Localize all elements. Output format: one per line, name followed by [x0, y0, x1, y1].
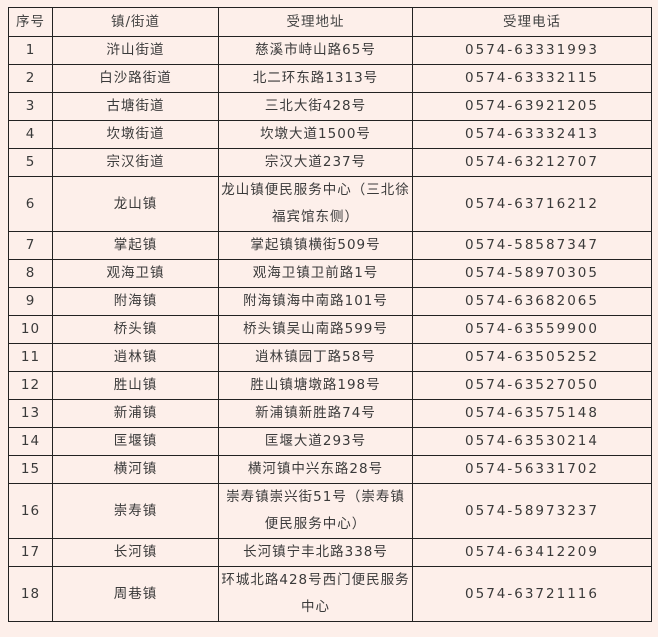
phone-cell: 0574-56331702 [412, 455, 652, 484]
town-cell: 崇寿镇 [52, 483, 219, 539]
row-number: 10 [8, 315, 53, 344]
town-cell: 古塘街道 [52, 92, 219, 121]
table-row: 12 胜山镇 胜山镇塘墩路198号 0574-63527050 [8, 371, 652, 400]
table-row: 2 白沙路街道 北二环东路1313号 0574-63332115 [8, 64, 652, 93]
town-cell: 胜山镇 [52, 371, 219, 400]
phone-cell: 0574-58587347 [412, 231, 652, 260]
address-cell: 匡堰大道293号 [218, 427, 413, 456]
phone-cell: 0574-63212707 [412, 148, 652, 177]
address-cell: 慈溪市峙山路65号 [218, 36, 413, 65]
address-cell: 坎墩大道1500号 [218, 120, 413, 149]
row-number: 1 [8, 36, 53, 65]
table-row: 1 浒山街道 慈溪市峙山路65号 0574-63331993 [8, 36, 652, 65]
address-cell: 北二环东路1313号 [218, 64, 413, 93]
address-cell: 观海卫镇卫前路1号 [218, 259, 413, 288]
table-row: 15 横河镇 横河镇中兴东路28号 0574-56331702 [8, 455, 652, 484]
table-row: 6 龙山镇 龙山镇便民服务中心（三北徐福宾馆东侧） 0574-63716212 [8, 176, 652, 232]
table-row: 17 长河镇 长河镇宁丰北路338号 0574-63412209 [8, 538, 652, 567]
header-town: 镇/街道 [52, 7, 219, 37]
address-cell: 掌起镇镇横街509号 [218, 231, 413, 260]
town-cell: 桥头镇 [52, 315, 219, 344]
address-cell: 长河镇宁丰北路338号 [218, 538, 413, 567]
table-row: 16 崇寿镇 崇寿镇崇兴街51号（崇寿镇便民服务中心） 0574-58973237 [8, 483, 652, 539]
phone-cell: 0574-63527050 [412, 371, 652, 400]
phone-cell: 0574-63332115 [412, 64, 652, 93]
phone-cell: 0574-63331993 [412, 36, 652, 65]
address-cell: 崇寿镇崇兴街51号（崇寿镇便民服务中心） [218, 483, 413, 539]
address-cell: 附海镇海中南路101号 [218, 287, 413, 316]
row-number: 3 [8, 92, 53, 121]
row-number: 5 [8, 148, 53, 177]
phone-cell: 0574-58973237 [412, 483, 652, 539]
table-row: 14 匡堰镇 匡堰大道293号 0574-63530214 [8, 427, 652, 456]
row-number: 9 [8, 287, 53, 316]
town-cell: 宗汉街道 [52, 148, 219, 177]
phone-cell: 0574-63412209 [412, 538, 652, 567]
header-phone: 受理电话 [412, 7, 652, 37]
address-cell: 龙山镇便民服务中心（三北徐福宾馆东侧） [218, 176, 413, 232]
row-number: 17 [8, 538, 53, 567]
town-cell: 浒山街道 [52, 36, 219, 65]
address-cell: 新浦镇新胜路74号 [218, 399, 413, 428]
town-cell: 长河镇 [52, 538, 219, 567]
town-cell: 附海镇 [52, 287, 219, 316]
row-number: 18 [8, 566, 53, 622]
address-cell: 逍林镇园丁路58号 [218, 343, 413, 372]
table-row: 13 新浦镇 新浦镇新胜路74号 0574-63575148 [8, 399, 652, 428]
town-cell: 新浦镇 [52, 399, 219, 428]
phone-cell: 0574-63575148 [412, 399, 652, 428]
row-number: 16 [8, 483, 53, 539]
table-row: 18 周巷镇 环城北路428号西门便民服务中心 0574-63721116 [8, 566, 652, 622]
town-cell: 掌起镇 [52, 231, 219, 260]
town-cell: 横河镇 [52, 455, 219, 484]
table-row: 10 桥头镇 桥头镇吴山南路599号 0574-63559900 [8, 315, 652, 344]
table-row: 11 逍林镇 逍林镇园丁路58号 0574-63505252 [8, 343, 652, 372]
row-number: 13 [8, 399, 53, 428]
row-number: 15 [8, 455, 53, 484]
row-number: 8 [8, 259, 53, 288]
phone-cell: 0574-63332413 [412, 120, 652, 149]
table-row: 3 古塘街道 三北大街428号 0574-63921205 [8, 92, 652, 121]
town-cell: 坎墩街道 [52, 120, 219, 149]
town-cell: 匡堰镇 [52, 427, 219, 456]
town-cell: 周巷镇 [52, 566, 219, 622]
row-number: 4 [8, 120, 53, 149]
address-cell: 环城北路428号西门便民服务中心 [218, 566, 413, 622]
town-cell: 白沙路街道 [52, 64, 219, 93]
table-row: 5 宗汉街道 宗汉大道237号 0574-63212707 [8, 148, 652, 177]
row-number: 11 [8, 343, 53, 372]
row-number: 2 [8, 64, 53, 93]
address-cell: 三北大街428号 [218, 92, 413, 121]
table-row: 7 掌起镇 掌起镇镇横街509号 0574-58587347 [8, 231, 652, 260]
row-number: 12 [8, 371, 53, 400]
service-locations-table: 序号 镇/街道 受理地址 受理电话 1 浒山街道 慈溪市峙山路65号 0574-633… [8, 7, 652, 622]
header-address: 受理地址 [218, 7, 413, 37]
address-cell: 桥头镇吴山南路599号 [218, 315, 413, 344]
header-no: 序号 [8, 7, 53, 37]
town-cell: 龙山镇 [52, 176, 219, 232]
phone-cell: 0574-63682065 [412, 287, 652, 316]
row-number: 14 [8, 427, 53, 456]
phone-cell: 0574-63921205 [412, 92, 652, 121]
row-number: 7 [8, 231, 53, 260]
address-cell: 横河镇中兴东路28号 [218, 455, 413, 484]
address-cell: 宗汉大道237号 [218, 148, 413, 177]
table-row: 4 坎墩街道 坎墩大道1500号 0574-63332413 [8, 120, 652, 149]
phone-cell: 0574-63721116 [412, 566, 652, 622]
header-row: 序号 镇/街道 受理地址 受理电话 [8, 7, 652, 37]
phone-cell: 0574-63716212 [412, 176, 652, 232]
phone-cell: 0574-63530214 [412, 427, 652, 456]
town-cell: 逍林镇 [52, 343, 219, 372]
town-cell: 观海卫镇 [52, 259, 219, 288]
address-cell: 胜山镇塘墩路198号 [218, 371, 413, 400]
table-row: 9 附海镇 附海镇海中南路101号 0574-63682065 [8, 287, 652, 316]
phone-cell: 0574-58970305 [412, 259, 652, 288]
phone-cell: 0574-63559900 [412, 315, 652, 344]
phone-cell: 0574-63505252 [412, 343, 652, 372]
table-row: 8 观海卫镇 观海卫镇卫前路1号 0574-58970305 [8, 259, 652, 288]
row-number: 6 [8, 176, 53, 232]
